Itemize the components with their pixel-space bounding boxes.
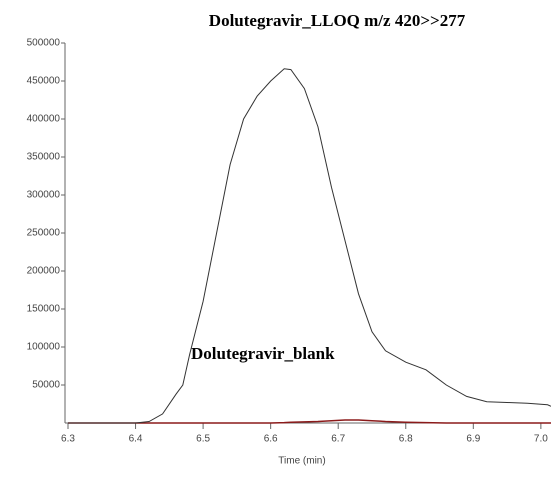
x-tick-label: 6.5 [196,434,210,445]
x-tick-label: 6.4 [129,434,143,445]
x-tick-label: 7.0 [534,434,548,445]
y-tick-label: 500000 [27,38,61,49]
x-tick-label: 6.6 [264,434,278,445]
y-tick-label: 450000 [27,76,61,87]
y-tick-label: 250000 [27,228,61,239]
y-tick-label: 150000 [27,304,61,315]
x-axis-label: Time (min) [278,456,325,467]
y-tick-label: 400000 [27,114,61,125]
chart-title: Dolutegravir_LLOQ m/z 420>>277 [209,11,466,30]
trace-line [68,68,551,424]
y-tick-label: 50000 [32,380,60,391]
x-tick-label: 6.8 [399,434,413,445]
y-tick-label: 100000 [27,342,61,353]
trace-line [68,419,551,424]
x-tick-label: 6.9 [466,434,480,445]
y-tick-label: 350000 [27,152,61,163]
y-tick-label: 200000 [27,266,61,277]
x-tick-label: 6.7 [331,434,345,445]
y-tick-label: 300000 [27,190,61,201]
annotation: Dolutegravir_blank [191,344,335,363]
x-tick-label: 6.3 [61,434,75,445]
